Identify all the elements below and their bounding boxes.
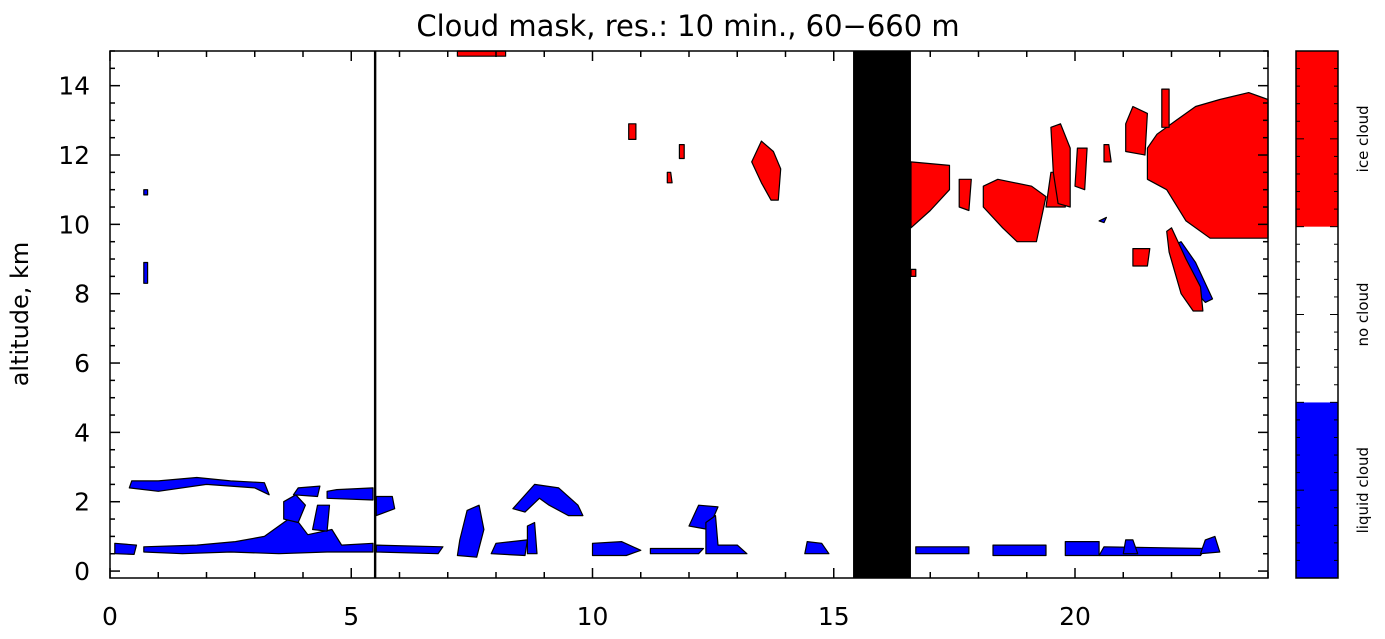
y-tick-label: 12: [58, 141, 90, 170]
ice-cloud-region: [628, 123, 637, 140]
liquid-cloud-region: [992, 544, 1047, 557]
ice-cloud-region: [1050, 123, 1071, 208]
y-tick-label: 2: [74, 488, 90, 517]
ice-cloud-region: [1166, 227, 1204, 312]
ice-cloud-region: [1125, 105, 1149, 156]
liquid-cloud-region: [705, 514, 748, 555]
y-tick-label: 6: [74, 349, 90, 378]
ice-cloud-region: [678, 144, 685, 160]
liquid-cloud-region: [1098, 546, 1206, 557]
x-tick-label: 10: [577, 602, 609, 631]
liquid-cloud-region: [456, 504, 485, 558]
x-axis: 0 5 10 15 20: [102, 51, 1269, 631]
y-tick-label: 0: [74, 557, 90, 586]
plot-background: [110, 51, 1268, 578]
x-tick-label: 15: [818, 602, 850, 631]
liquid-cloud-region: [1064, 540, 1100, 557]
liquid-cloud-region: [512, 483, 584, 517]
ice-cloud-region: [1132, 248, 1151, 267]
liquid-cloud-region: [1122, 539, 1139, 555]
y-tick-label: 4: [74, 418, 90, 447]
ice-cloud-region: [982, 178, 1047, 243]
colorbar-label: ice cloud: [1354, 105, 1372, 172]
liquid-cloud-region: [1098, 216, 1108, 224]
ice-cloud-region: [910, 161, 951, 229]
x-tick-label: 5: [343, 602, 359, 631]
liquid-cloud-region: [114, 542, 138, 556]
liquid-cloud-region: [591, 540, 642, 557]
liquid-cloud-region: [1199, 535, 1221, 555]
ice-cloud-region: [1074, 147, 1088, 191]
liquid-cloud-region: [292, 485, 321, 498]
ice-cloud-region: [456, 50, 507, 57]
colorbar-label: liquid cloud: [1354, 447, 1372, 533]
y-tick-label: 8: [74, 280, 90, 309]
cloud-regions: [114, 50, 1269, 558]
no-data-bar: [853, 51, 911, 578]
ice-cloud-region: [1161, 88, 1170, 128]
ice-cloud-region: [1103, 144, 1112, 163]
y-axis: 0 2 4 6 8 10 12 14: [58, 50, 1268, 586]
liquid-cloud-region: [804, 540, 830, 555]
liquid-cloud-region: [326, 487, 374, 501]
x-tick-label: 20: [1059, 602, 1091, 631]
ice-cloud-region: [1146, 91, 1269, 239]
y-tick-label: 10: [58, 210, 90, 239]
plot-area: [109, 50, 1269, 579]
liquid-cloud-region: [526, 521, 538, 555]
liquid-cloud-region: [128, 476, 270, 496]
liquid-cloud-region: [143, 261, 149, 284]
chart-title: Cloud mask, res.: 10 min., 60−660 m: [416, 9, 959, 43]
ice-cloud-region: [958, 178, 972, 212]
colorbar-label: no cloud: [1354, 282, 1372, 346]
liquid-cloud-region: [143, 189, 149, 196]
x-tick-label: 0: [102, 602, 118, 631]
liquid-cloud-region: [143, 514, 374, 555]
liquid-cloud-region: [649, 547, 705, 555]
liquid-cloud-region: [283, 494, 306, 524]
no-data-bar: [373, 51, 377, 578]
no-data-bars: [373, 51, 911, 578]
y-tick-label: 14: [58, 72, 90, 101]
ice-cloud-region: [910, 268, 917, 277]
colorbar: liquid cloud no cloud ice cloud: [1295, 50, 1372, 579]
ice-cloud-region: [751, 140, 782, 201]
y-axis-label: altitude, km: [6, 242, 34, 387]
liquid-cloud-region: [312, 504, 331, 532]
liquid-cloud-region: [915, 546, 970, 555]
ice-cloud-region: [666, 171, 673, 184]
liquid-cloud-region: [375, 544, 444, 555]
